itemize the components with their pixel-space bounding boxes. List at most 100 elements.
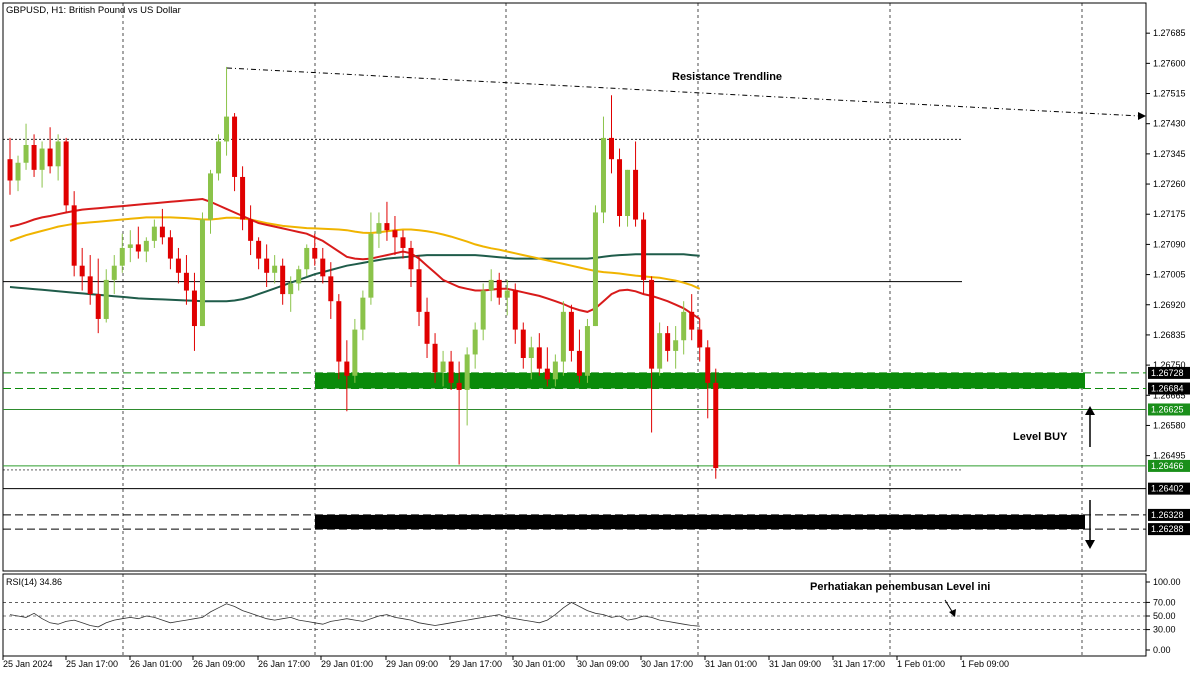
candle — [280, 258, 286, 305]
candle — [689, 294, 695, 341]
candle — [39, 141, 45, 188]
price-tag-tp-sell-lower — [1148, 523, 1190, 536]
candle — [15, 155, 21, 192]
candle-body — [416, 269, 422, 312]
candle — [159, 208, 165, 245]
price-tag-label: 1.26625 — [1151, 404, 1184, 414]
candle — [416, 255, 422, 327]
area-tp-sell-label: Area TP SELL — [995, 543, 1068, 555]
candle-body — [681, 311, 687, 341]
candle — [552, 354, 558, 387]
candle-body — [424, 311, 430, 344]
candle — [472, 322, 478, 369]
resistance-trendline-label: Resistance Trendline — [672, 71, 782, 83]
horizontal-levels — [3, 138, 1146, 549]
candle-body — [697, 329, 703, 348]
price-label: 1.27600 — [1153, 58, 1186, 68]
candle-body — [520, 329, 526, 358]
candle-body — [63, 141, 69, 206]
candle — [296, 265, 302, 291]
candle-body — [111, 265, 117, 280]
candle-body — [448, 361, 454, 383]
candle-body — [617, 159, 623, 216]
candle-body — [568, 311, 574, 351]
candle-body — [705, 347, 711, 383]
candle — [47, 127, 53, 174]
time-label: 31 Jan 01:00 — [705, 659, 757, 669]
rsi-note-arrow — [944, 599, 954, 614]
candle — [488, 269, 494, 302]
candle — [328, 262, 334, 319]
price-label: 1.27430 — [1153, 119, 1186, 129]
candle-body — [31, 145, 37, 170]
candle — [87, 255, 93, 305]
candle-body — [552, 361, 558, 380]
candle-body — [609, 137, 614, 160]
candle — [167, 230, 173, 270]
candle-body — [103, 279, 109, 319]
candle-body — [272, 265, 278, 273]
candle-body — [464, 354, 470, 390]
level-sell-label: Level SELL — [1011, 514, 1071, 526]
candle-body — [392, 230, 398, 238]
price-tag-tp-buy-lower — [1148, 382, 1190, 395]
candle-body — [649, 279, 655, 369]
candle-body — [536, 347, 542, 369]
candle-body — [79, 265, 85, 277]
candle-body — [584, 326, 590, 376]
area-tp-buy-zone — [315, 372, 1085, 389]
candle-body — [119, 247, 125, 266]
candle-body — [657, 333, 663, 369]
price-tag-current — [1148, 459, 1190, 472]
main-panel — [2, 2, 1147, 572]
candle — [272, 255, 278, 284]
price-label: 1.27260 — [1153, 179, 1186, 189]
candle — [408, 240, 414, 287]
candle-body — [304, 247, 310, 270]
candle-body — [328, 276, 334, 302]
candle-body — [95, 294, 101, 319]
candle — [496, 272, 502, 305]
ma-slow-line — [9, 253, 700, 303]
candle-body — [39, 148, 45, 170]
candle-body — [504, 290, 510, 298]
candle — [175, 247, 181, 284]
candle — [111, 255, 117, 295]
candle — [288, 276, 294, 312]
time-label: 25 Jan 17:00 — [66, 659, 118, 669]
candle-body — [312, 247, 318, 259]
candle — [400, 230, 406, 259]
candle — [713, 368, 719, 479]
rsi-tick-label: 50.00 — [1153, 611, 1176, 621]
price-tag-label: 1.26288 — [1151, 524, 1184, 534]
time-label: 31 Jan 09:00 — [769, 659, 821, 669]
time-label: 26 Jan 01:00 — [130, 659, 182, 669]
candle-body — [641, 219, 647, 280]
candle-body — [264, 258, 270, 273]
candle — [352, 318, 358, 383]
candle — [191, 272, 197, 351]
candle-body — [360, 297, 366, 330]
trendline — [226, 67, 1146, 120]
price-tag-label: 1.26684 — [1151, 384, 1184, 394]
price-tag-label: 1.26402 — [1151, 484, 1184, 494]
time-label: 29 Jan 01:00 — [321, 659, 373, 669]
candle — [135, 226, 141, 259]
candle-body — [633, 169, 639, 220]
candle — [705, 340, 711, 419]
price-axis: 1.27685 1.27600 1.27515 1.27430 1.27345 1.272… — [1146, 28, 1190, 536]
candle-body — [288, 283, 294, 295]
candle — [673, 326, 679, 369]
candle — [344, 340, 350, 412]
price-label: 1.26580 — [1153, 420, 1186, 430]
candle-body — [689, 311, 695, 330]
price-label: 1.26920 — [1153, 300, 1186, 310]
candle — [63, 137, 69, 213]
candle — [248, 205, 254, 256]
candle — [224, 66, 230, 156]
candle — [368, 212, 374, 305]
rsi-note-arrow-head — [949, 609, 956, 617]
candle — [424, 297, 430, 358]
candle-body — [400, 237, 406, 248]
candle-body — [544, 368, 550, 380]
